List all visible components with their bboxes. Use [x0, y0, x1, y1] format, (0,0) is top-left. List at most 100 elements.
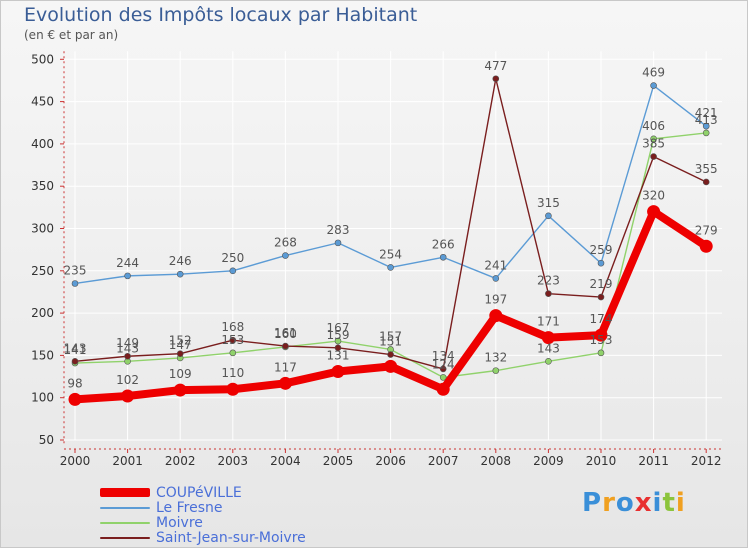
grid-layer [64, 51, 722, 441]
data-label: 244 [116, 256, 139, 270]
x-tick-label: 2007 [428, 454, 459, 468]
logo-letter: o [615, 488, 635, 518]
data-label: 241 [484, 258, 507, 272]
data-label: 152 [169, 334, 192, 348]
data-point [176, 350, 184, 358]
data-label: 219 [590, 277, 613, 291]
data-label: 413 [695, 113, 718, 127]
data-label: 143 [64, 341, 87, 355]
data-point [439, 253, 447, 261]
data-point [229, 336, 237, 344]
data-label: 98 [67, 376, 82, 390]
data-label: 223 [537, 274, 560, 288]
data-point [492, 275, 500, 282]
y-tick-label: 150 [31, 348, 54, 362]
data-point [176, 270, 184, 278]
legend-label-le-fresne: Le Fresne [156, 499, 223, 516]
label-layer: 98 102 109 110 117 131 197 171 174 320 279 235 244 24… [64, 59, 718, 391]
data-point [702, 178, 710, 186]
legend-label-moivre: Moivre [156, 514, 203, 531]
data-label: 143 [537, 341, 560, 355]
data-point [597, 293, 605, 301]
data-point [229, 349, 237, 357]
data-point [545, 358, 552, 365]
data-point [541, 331, 555, 345]
data-label: 235 [64, 263, 87, 277]
data-label: 159 [327, 328, 350, 342]
data-label: 132 [484, 351, 507, 365]
data-label: 143 [116, 341, 139, 355]
logo-letter: x [634, 488, 653, 518]
data-label: 266 [432, 237, 455, 251]
data-point [702, 122, 710, 130]
data-point [334, 239, 342, 247]
legend-swatch-le-fresne [100, 506, 150, 509]
data-point [436, 382, 450, 396]
data-label: 477 [484, 59, 507, 73]
legend-swatch-moivre [100, 521, 150, 524]
data-point [439, 374, 447, 381]
data-point [334, 344, 342, 352]
x-tick-label: 2004 [270, 454, 301, 468]
data-point [121, 389, 135, 403]
data-label: 406 [642, 119, 665, 133]
chart-subtitle: (en € et par an) [24, 28, 119, 42]
data-label: 315 [537, 196, 560, 210]
y-tick-label: 350 [31, 179, 54, 193]
legend-item-le-fresne: Le Fresne [100, 499, 306, 516]
x-tick-label: 2000 [60, 454, 91, 468]
data-label: 131 [327, 348, 350, 362]
data-label: 151 [379, 335, 402, 349]
x-tick-label: 2005 [323, 454, 354, 468]
legend-swatch-coupeville [100, 488, 150, 497]
proxiti-logo: Proxiti [582, 488, 686, 518]
data-point [124, 352, 131, 360]
data-point [545, 212, 552, 220]
data-point [384, 359, 398, 373]
data-point [492, 367, 500, 374]
logo-letter: t [662, 488, 676, 518]
data-point [489, 309, 503, 323]
data-label: 109 [169, 367, 192, 381]
y-tick-label: 200 [31, 306, 54, 320]
legend-item-saint-jean-sur-moivre: Saint-Jean-sur-Moivre [100, 530, 306, 546]
x-tick-label: 2009 [533, 454, 564, 468]
data-label: 254 [379, 247, 402, 261]
data-point [334, 337, 342, 345]
data-label: 174 [590, 312, 613, 326]
data-point [597, 259, 605, 267]
data-label: 259 [590, 243, 613, 257]
data-point [71, 280, 79, 287]
data-label: 246 [169, 254, 192, 268]
legend-item-moivre: Moivre [100, 514, 306, 531]
legend-item-coupeville: COUPéVILLE [100, 484, 306, 501]
data-point [439, 365, 447, 373]
data-label: 124 [432, 357, 455, 371]
data-label: 117 [274, 360, 297, 374]
data-point [650, 82, 657, 89]
x-tick-label: 2006 [375, 454, 406, 468]
data-point [650, 135, 657, 143]
data-label: 160 [274, 327, 297, 341]
y-tick-label: 100 [31, 391, 54, 405]
data-label: 147 [169, 338, 192, 352]
data-label: 320 [642, 189, 665, 203]
data-label: 153 [590, 333, 613, 347]
data-point [71, 358, 79, 365]
data-label: 157 [379, 329, 402, 343]
data-point [597, 349, 605, 357]
data-label: 197 [484, 293, 507, 307]
data-point [387, 351, 394, 358]
chart-title: Evolution des Impôts locaux par Habitant [24, 4, 418, 26]
y-tick-label: 450 [31, 95, 54, 109]
logo-letter: i [675, 488, 686, 518]
logo-letter: i [652, 488, 663, 518]
legend: COUPéVILLE Le Fresne Moivre Saint-Jean-s… [100, 484, 306, 546]
data-point [387, 264, 394, 271]
data-label: 268 [274, 236, 297, 250]
logo-letter: P [582, 488, 603, 518]
legend-label-coupeville: COUPéVILLE [156, 484, 242, 501]
data-point [278, 376, 292, 390]
data-label: 385 [642, 137, 665, 151]
